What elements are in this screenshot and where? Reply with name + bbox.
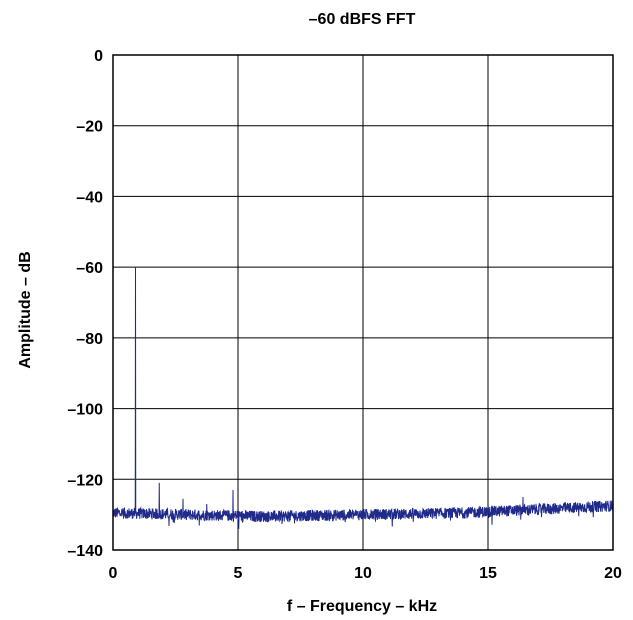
y-tick-label: –20 xyxy=(76,119,103,136)
fft-trace xyxy=(112,267,614,529)
y-tick-label: –40 xyxy=(76,189,103,206)
x-tick-label: 15 xyxy=(479,565,497,582)
x-tick-label: 5 xyxy=(234,565,243,582)
grid xyxy=(113,55,613,550)
x-axis-label: f – Frequency – kHz xyxy=(287,598,437,615)
chart-title: –60 dBFS FFT xyxy=(309,11,416,28)
y-axis-label: Amplitude – dB xyxy=(17,251,34,368)
x-tick-label: 0 xyxy=(109,565,118,582)
y-tick-label: –140 xyxy=(67,543,103,560)
y-tick-label: –100 xyxy=(67,402,103,419)
plot-frame xyxy=(112,54,614,551)
y-tick-label: 0 xyxy=(94,48,103,65)
x-tick-label: 10 xyxy=(354,565,372,582)
y-tick-label: –80 xyxy=(76,331,103,348)
y-tick-label: –120 xyxy=(67,472,103,489)
y-tick-label: –60 xyxy=(76,260,103,277)
tick-labels: 0 5 10 15 20 0 –20 –40 –60 –80 –100 –120 –140 xyxy=(67,48,622,582)
x-tick-label: 20 xyxy=(604,565,622,582)
